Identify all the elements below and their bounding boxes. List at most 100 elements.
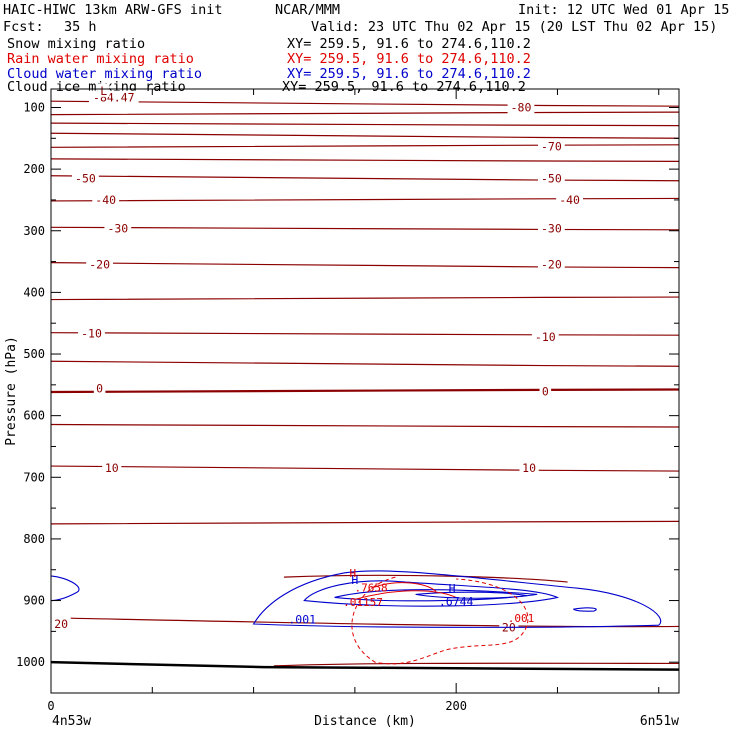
isotherm-label: 10 <box>105 461 119 475</box>
isotherm-line <box>273 662 680 667</box>
isotherm-line <box>50 122 680 127</box>
isotherm-label: -50 <box>541 171 562 185</box>
cloud-water-label: H <box>351 573 358 587</box>
isotherm-label-bg <box>519 461 539 475</box>
isotherm-label: -20 <box>89 258 110 272</box>
plot-frame <box>50 88 680 694</box>
rain-label: Rain water mixing ratio <box>7 51 194 67</box>
isotherm-label: -40 <box>559 193 580 207</box>
y-tick-label: 300 <box>23 224 45 238</box>
y-tick-label: 800 <box>23 532 45 546</box>
y-tick-label: 500 <box>23 347 45 361</box>
y-axis-label: Pressure (hPa) <box>4 336 19 446</box>
rain-xy: XY= 259.5, 91.6 to 274.6,110.2 <box>287 51 531 67</box>
rain-contour <box>354 590 457 600</box>
isotherm-label-bg <box>51 616 71 630</box>
snow-label: Snow mixing ratio <box>7 36 146 52</box>
rain-label: .7658 <box>355 581 388 594</box>
cloud-water-label: Cloud water mixing ratio <box>7 66 203 82</box>
cloud-water-label: H <box>449 582 456 596</box>
isotherm-label: -10 <box>535 330 556 344</box>
model-title: HAIC-HIWC 13km ARW-GFS init <box>3 2 223 18</box>
x-tick-label: 200 <box>445 699 467 713</box>
valid-time: Valid: 23 UTC Thu 02 Apr 15 (20 LST Thu … <box>311 19 718 35</box>
isotherm-line <box>50 617 680 628</box>
isotherm-label-bg <box>86 257 114 271</box>
isotherm-line <box>50 158 680 162</box>
isotherm-line <box>50 132 680 139</box>
terrain-line <box>50 660 680 671</box>
isotherm-label: -80 <box>511 100 532 114</box>
cloud-water-xy: XY= 259.5, 91.6 to 274.6,110.2 <box>287 66 531 82</box>
rain-label: .001 <box>508 612 535 625</box>
isotherm-label-bg <box>92 192 120 206</box>
isotherm-label-bg <box>78 326 105 340</box>
isotherm-label-bg <box>531 329 559 343</box>
isotherm-line <box>50 226 680 231</box>
isotherm-line <box>50 175 680 182</box>
cloud-ice-xy: XY= 259.5, 91.6 to 274.6,110.2 <box>282 79 526 95</box>
isotherm-label-bg <box>556 192 584 206</box>
isotherm-label-bg <box>507 100 535 114</box>
isotherm-label: -50 <box>75 171 96 185</box>
isotherm-label: -10 <box>81 327 102 341</box>
isotherm-line <box>50 465 680 472</box>
isotherm-line <box>50 197 680 202</box>
isotherm-label-bg <box>97 83 110 97</box>
snow-xy: XY= 259.5, 91.6 to 274.6,110.2 <box>287 36 531 52</box>
y-tick-label: 700 <box>23 470 45 484</box>
cloud-water-contour <box>252 570 662 628</box>
cloud-water-contour <box>50 575 80 602</box>
isotherm-line <box>50 296 680 301</box>
isotherm-label-bg <box>93 381 106 395</box>
isotherm-label-bg <box>537 257 565 271</box>
isotherm-label-bg <box>537 139 565 153</box>
isotherm-label-bg <box>537 221 565 235</box>
right-endpoint-label: 6n51w <box>640 714 679 729</box>
isotherm-line <box>50 520 680 525</box>
isotherm-line <box>50 100 680 107</box>
rain-label: H <box>350 567 357 580</box>
isotherm-label: L <box>100 84 107 98</box>
isotherm-line <box>50 332 680 336</box>
isotherm-label-bg <box>537 171 565 185</box>
cloud-water-contour <box>334 589 538 602</box>
isotherm-label-bg <box>539 384 552 398</box>
y-tick-label: 600 <box>23 409 45 423</box>
init-time: Init: 12 UTC Wed 01 Apr 15 <box>518 2 730 18</box>
isotherm-line <box>50 360 680 367</box>
cloud-water-label: .6744 <box>439 594 474 608</box>
y-tick-label: 200 <box>23 162 45 176</box>
isotherm-label-bg <box>104 221 132 235</box>
isotherm-line <box>283 574 568 583</box>
isotherm-label-bg <box>102 461 122 475</box>
isotherm-line <box>50 388 680 394</box>
fcst-label: Fcst: <box>3 19 44 35</box>
y-tick-label: 900 <box>23 594 45 608</box>
isotherm-line <box>50 262 680 269</box>
isotherm-label: 10 <box>522 461 536 475</box>
isotherm-label-bg <box>72 171 99 185</box>
isotherm-label: 0 <box>96 382 103 396</box>
isotherm-line <box>50 111 680 116</box>
isotherm-label: -30 <box>107 221 128 235</box>
y-tick-label: 100 <box>23 100 45 114</box>
isotherm-label: 0 <box>542 385 549 399</box>
fcst-value: 35 h <box>64 19 97 35</box>
isotherm-label: 20 <box>54 617 68 631</box>
cloud-water-contour <box>303 580 560 607</box>
isotherm-label: -20 <box>541 258 562 272</box>
isotherm-label: -70 <box>541 139 562 153</box>
cloud-water-label: .001 <box>288 612 316 626</box>
isotherm-label: -30 <box>541 221 562 235</box>
rain-label: .01157 <box>343 596 383 609</box>
isotherm-line <box>50 423 680 428</box>
x-axis-label: Distance (km) <box>314 714 416 729</box>
x-tick-label: 0 <box>47 699 54 713</box>
left-endpoint-label: 4n53w <box>52 714 91 729</box>
cloud-water-contour <box>573 607 597 612</box>
cloud-water-contour <box>415 591 528 599</box>
y-tick-label: 1000 <box>16 655 45 669</box>
isotherm-label: -40 <box>95 193 116 207</box>
